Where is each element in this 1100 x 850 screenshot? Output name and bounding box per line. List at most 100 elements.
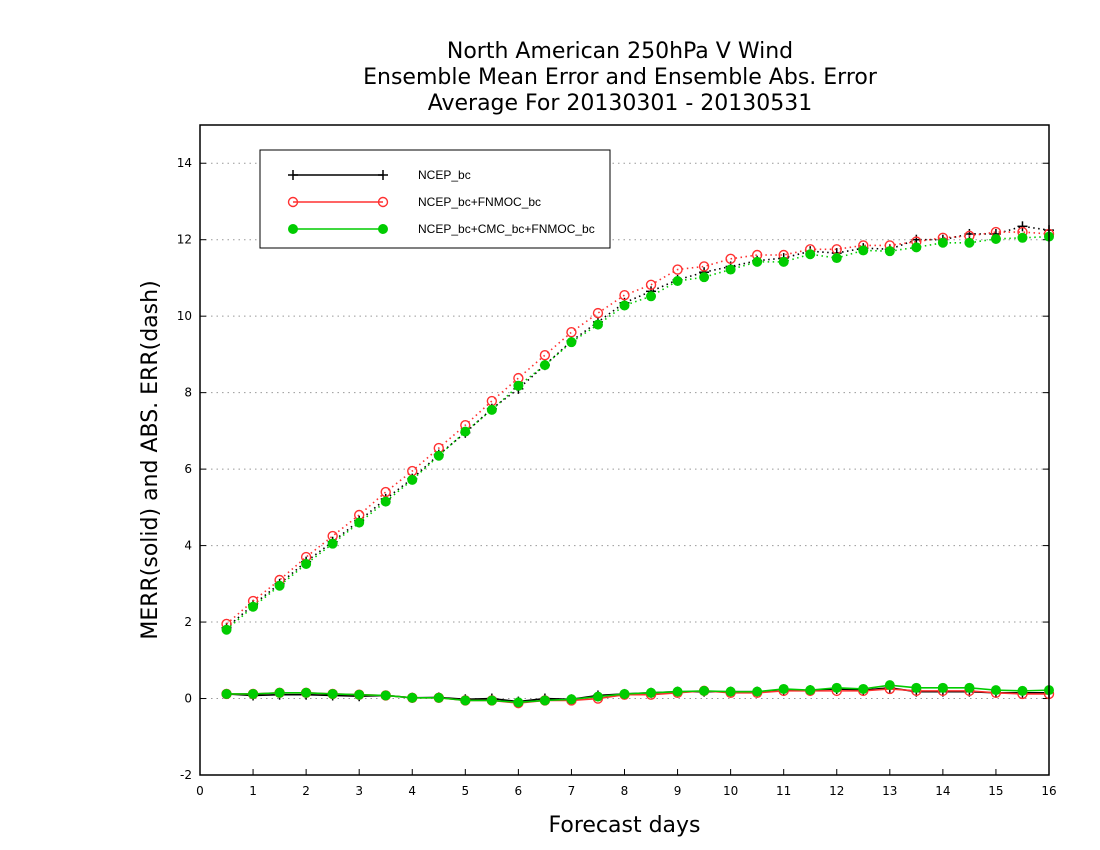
legend-marker-left: [288, 170, 298, 180]
series-3-merr-point: [725, 686, 736, 697]
title-line-1: North American 250hPa V Wind: [447, 39, 793, 64]
series-3-merr-point: [433, 692, 444, 703]
legend-marker-left: [288, 224, 298, 234]
series-3: [221, 231, 1054, 708]
series-2-abs-err-point: [725, 253, 736, 265]
series-2-abs-err-point: [566, 327, 577, 338]
series-3-abs-err-point: [327, 538, 338, 549]
series-3-merr-point: [805, 685, 816, 696]
series-3-merr-point: [248, 688, 259, 699]
x-tick-label-11: 11: [776, 784, 791, 798]
x-tick-label-16: 16: [1041, 784, 1056, 798]
plot-frame: [199, 124, 1050, 776]
series-3-abs-err-point: [672, 276, 683, 286]
series-3-merr-point: [539, 695, 550, 706]
legend-marker-right: [378, 224, 388, 234]
series-3-merr-point: [884, 680, 895, 691]
series-2-abs-err-point: [698, 261, 710, 272]
series-3-abs-err-point: [646, 291, 657, 302]
legend-marker-right: [378, 170, 388, 180]
series-3-merr-point: [1017, 685, 1028, 696]
series-3-merr-point: [354, 689, 365, 700]
series-3-abs-err-point: [831, 253, 842, 264]
series-3-abs-err-point: [778, 256, 789, 267]
series-3-abs-err-point: [805, 249, 816, 260]
series-3-merr-point: [990, 685, 1001, 696]
y-tick-label-14: 14: [177, 156, 192, 170]
series-3-abs-err-point: [884, 246, 895, 257]
series-3-merr-point: [327, 688, 338, 699]
series-lines: [221, 221, 1055, 709]
title-line-2: Ensemble Mean Error and Ensemble Abs. Er…: [363, 65, 878, 90]
series-3-abs-err-point: [752, 256, 763, 267]
x-tick-label-8: 8: [621, 784, 629, 798]
series-3-abs-err-point: [911, 242, 922, 253]
y-tick-label-0: 0: [184, 692, 192, 706]
series-2: [221, 226, 1055, 709]
series-3-merr-point: [672, 686, 683, 697]
legend-marker-left: [287, 196, 299, 208]
legend: NCEP_bc NCEP_bc+FNMOC_bc NCEP_bc+CMC_bc+FN…: [259, 149, 611, 249]
series-3-merr-point: [486, 695, 497, 706]
series-3-abs-err-point: [301, 558, 312, 569]
series-3-merr-point: [619, 688, 630, 699]
x-axis-label: Forecast days: [548, 813, 700, 838]
series-3-abs-err-point: [619, 300, 630, 311]
y-tick-label-2: 2: [184, 615, 192, 629]
series-3-abs-err-point: [221, 624, 232, 635]
x-tick-label-2: 2: [302, 784, 310, 798]
series-2-abs-err-line: [226, 231, 1050, 625]
series-3-merr-point: [646, 687, 657, 698]
gridlines: [200, 162, 1049, 776]
series-2-abs-err-point: [380, 486, 391, 498]
series-3-merr-point: [274, 687, 285, 698]
x-tick-label-1: 1: [249, 784, 257, 798]
series-3-abs-err-point: [486, 404, 497, 415]
series-3-merr-point: [778, 683, 789, 694]
legend-entry-2: NCEP_bc+FNMOC_bc: [287, 195, 541, 209]
series-2-abs-err-point: [645, 279, 657, 291]
series-2-abs-err-point: [592, 307, 604, 319]
series-3-abs-err-point: [937, 237, 948, 248]
legend-entry-3: NCEP_bc+CMC_bc+FNMOC_bc: [288, 222, 595, 236]
title-line-3: Average For 20130301 - 20130531: [428, 91, 813, 116]
series-3-merr-point: [380, 690, 391, 701]
series-3-merr-point: [301, 687, 312, 698]
y-tick-label--2: -2: [180, 768, 192, 782]
series-3-abs-err-point: [433, 450, 444, 461]
series-1-abs-err-point: [964, 228, 975, 239]
x-tick-label-9: 9: [674, 784, 682, 798]
series-3-abs-err-point: [858, 245, 869, 256]
legend-box: [259, 149, 611, 249]
legend-marker-right: [377, 196, 389, 208]
x-tick-label-3: 3: [355, 784, 363, 798]
series-1-abs-err-line: [226, 225, 1050, 629]
series-3-abs-err-point: [274, 580, 285, 591]
y-tick-label-8: 8: [184, 386, 192, 400]
series-3-merr-point: [964, 682, 975, 693]
legend-label: NCEP_bc+CMC_bc+FNMOC_bc: [418, 222, 595, 236]
series-3-abs-err-point: [460, 426, 471, 437]
series-3-abs-err-point: [407, 474, 418, 485]
series-3-abs-err-point: [566, 337, 577, 348]
series-3-merr-point: [221, 688, 232, 699]
series-3-abs-err-point: [990, 233, 1001, 244]
series-2-abs-err-point: [672, 264, 683, 275]
series-3-merr-point: [513, 697, 524, 708]
series-3-abs-err-point: [592, 319, 603, 330]
series-3-abs-err-point: [725, 264, 736, 275]
legend-entry-1: NCEP_bc: [288, 168, 471, 182]
series-1-abs-err-point: [1017, 221, 1028, 232]
y-axis-label: MERR(solid) and ABS. ERR(dash): [138, 280, 163, 639]
series-2-abs-err-point: [619, 289, 630, 301]
x-tick-label-10: 10: [723, 784, 738, 798]
x-tick-label-12: 12: [829, 784, 844, 798]
x-tick-label-15: 15: [988, 784, 1003, 798]
series-3-merr-point: [858, 683, 869, 694]
series-3-merr-point: [566, 694, 577, 705]
x-tick-label-5: 5: [461, 784, 469, 798]
series-3-abs-err-point: [354, 517, 365, 528]
x-tick-label-6: 6: [515, 784, 523, 798]
series-3-abs-err-point: [248, 601, 259, 612]
